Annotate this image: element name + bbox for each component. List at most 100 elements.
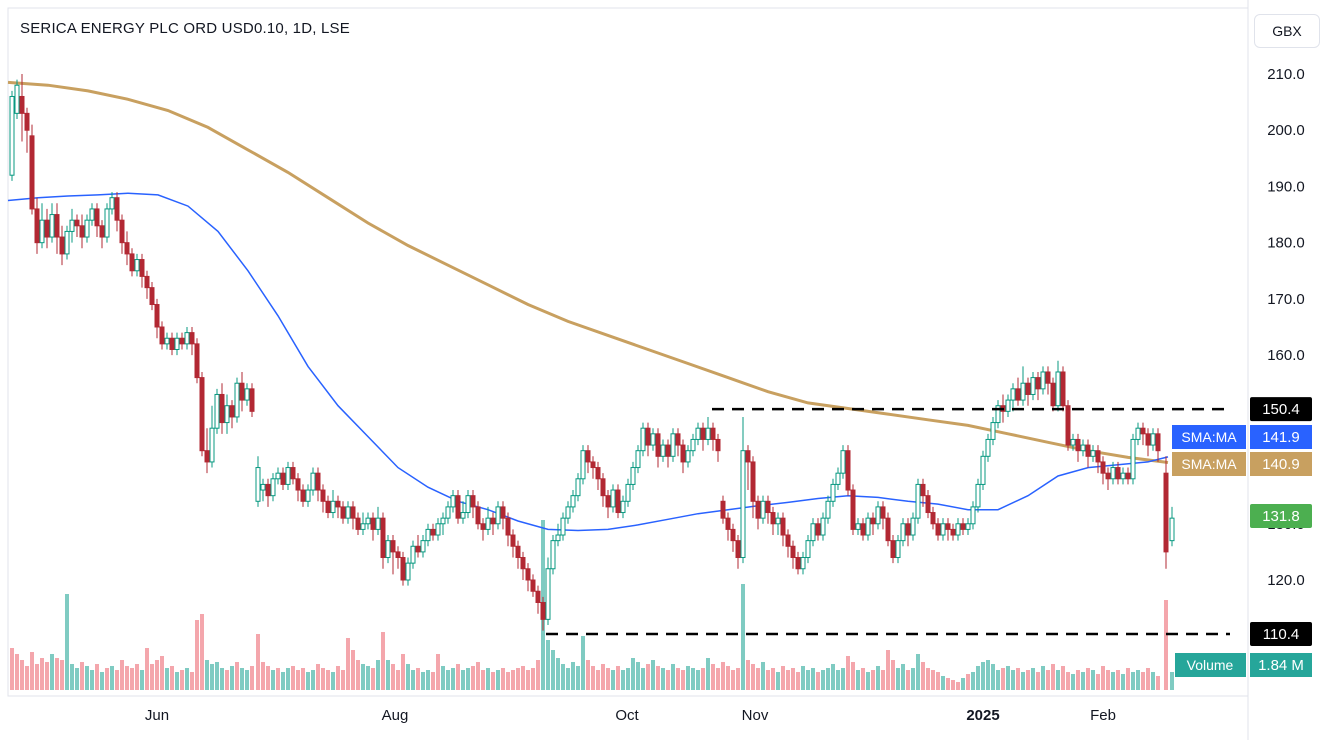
volume-bar (911, 668, 915, 690)
candle (920, 478, 926, 507)
volume-bar (776, 672, 780, 690)
volume-bar (185, 668, 189, 690)
indicator-label-1: SMA:MA 141.9 (1172, 425, 1312, 449)
candle-body (975, 483, 981, 508)
volume-bar (1151, 672, 1155, 690)
chart-title: SERICA ENERGY PLC ORD USD0.10, 1D, LSE (20, 20, 350, 37)
y-tick-label: 120.0 (1267, 572, 1305, 589)
candle-body (1120, 472, 1126, 480)
candle-body (229, 405, 235, 418)
volume-bar (210, 664, 214, 690)
candle (179, 332, 185, 350)
volume-bar (15, 654, 19, 690)
volume-bar (431, 672, 435, 690)
candle (1105, 467, 1111, 491)
candle-body (665, 444, 671, 457)
candle-body (570, 495, 576, 508)
candle-body (1155, 433, 1161, 452)
candle (435, 518, 441, 541)
volume-bar (521, 666, 525, 690)
candle-body (950, 528, 956, 536)
volume-bar (55, 658, 59, 690)
candle (995, 400, 1001, 429)
candle (159, 321, 165, 350)
candle-body (980, 455, 986, 485)
candle (335, 495, 341, 519)
volume-bar (611, 670, 615, 690)
candle-body (355, 517, 361, 530)
candle (415, 535, 421, 558)
volume-bar (65, 594, 69, 690)
candle (980, 450, 986, 491)
candle (640, 422, 646, 457)
candle-body (450, 495, 456, 508)
candle-body (139, 259, 145, 277)
volume-bar (726, 666, 730, 690)
candle (174, 332, 180, 356)
candle (1115, 461, 1121, 485)
candle-body (455, 495, 461, 519)
volume-bar (1170, 672, 1174, 690)
candle-body (420, 540, 426, 553)
volume-bar (145, 648, 149, 690)
candle-body (685, 450, 691, 463)
candle-body (1169, 517, 1175, 542)
volume-bar (311, 670, 315, 690)
candle-body (955, 523, 961, 536)
candle-body (985, 438, 991, 457)
candle (710, 422, 716, 451)
volume-bar (441, 666, 445, 690)
candle (475, 501, 481, 530)
candle-body (260, 483, 266, 491)
volume-bar (706, 658, 710, 690)
candle (845, 445, 851, 496)
volume-bar (140, 670, 144, 690)
candle (775, 512, 781, 536)
candle (345, 501, 351, 524)
volume-bar (261, 662, 265, 690)
candle (54, 203, 60, 254)
volume-bar (376, 660, 380, 690)
candle (795, 551, 801, 575)
candle-body (1050, 382, 1056, 407)
candle (219, 383, 225, 434)
candle-body (255, 467, 261, 502)
volume-bar (1011, 670, 1015, 690)
indicator-name: SMA:MA (1181, 429, 1237, 445)
candle-body (845, 450, 851, 491)
volume-bar (411, 670, 415, 690)
candle-body (445, 506, 451, 519)
y-tick-label: 180.0 (1267, 235, 1305, 252)
volume-bar (876, 666, 880, 690)
candle-body (825, 500, 831, 519)
candle-body (1015, 388, 1021, 401)
candle-body (1045, 371, 1051, 384)
candle-body (465, 495, 471, 514)
candle-body (1025, 382, 1031, 395)
candle-body (695, 427, 701, 440)
volume-bar (786, 670, 790, 690)
candle (605, 490, 611, 519)
volume-bar (536, 660, 540, 690)
volume-bar (175, 672, 179, 690)
sma-layer (7, 80, 1169, 532)
y-tick-label: 210.0 (1267, 66, 1305, 83)
candle (675, 428, 681, 457)
candle-body (275, 472, 281, 480)
candle-body (500, 506, 506, 519)
candle (89, 203, 95, 226)
volume-bar (35, 664, 39, 690)
volume-bar (991, 664, 995, 690)
volume-bar (841, 668, 845, 690)
support-price-label-bg (1250, 621, 1312, 646)
candle (94, 203, 100, 238)
volume-bar (836, 670, 840, 690)
volume-bar (301, 668, 305, 690)
candle-body (380, 517, 386, 559)
candle-body (305, 489, 311, 502)
currency-button[interactable]: GBX (1254, 14, 1320, 48)
candle (1125, 467, 1131, 485)
candle (890, 535, 896, 564)
